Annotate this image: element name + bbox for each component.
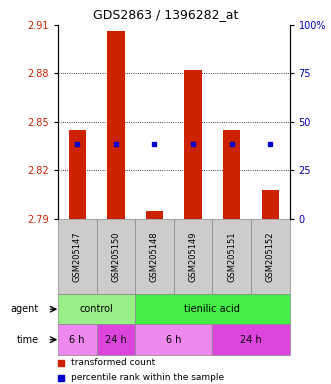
Text: GSM205151: GSM205151 (227, 231, 236, 281)
Bar (146, 210, 163, 218)
Text: agent: agent (10, 304, 39, 314)
Bar (261, 190, 279, 218)
Text: control: control (80, 304, 114, 314)
Bar (213, 218, 251, 294)
Bar (58, 218, 97, 294)
Text: 6 h: 6 h (166, 335, 181, 345)
Text: transformed count: transformed count (71, 358, 156, 367)
Text: 24 h: 24 h (105, 335, 127, 345)
Bar (184, 70, 202, 218)
Text: GSM205147: GSM205147 (73, 231, 82, 281)
Text: GSM205148: GSM205148 (150, 231, 159, 281)
Bar (58, 294, 135, 324)
Text: time: time (17, 335, 39, 345)
Bar (223, 130, 240, 218)
Text: GSM205149: GSM205149 (189, 231, 198, 281)
Bar (135, 294, 290, 324)
Text: GSM205150: GSM205150 (111, 231, 120, 281)
Text: 6 h: 6 h (70, 335, 85, 345)
Text: tienilic acid: tienilic acid (184, 304, 240, 314)
Text: percentile rank within the sample: percentile rank within the sample (71, 373, 224, 382)
Bar (69, 130, 86, 218)
Bar (107, 31, 124, 218)
Bar (58, 324, 97, 355)
Bar (251, 218, 290, 294)
Text: 24 h: 24 h (240, 335, 262, 345)
Bar (174, 218, 213, 294)
Bar (135, 218, 174, 294)
Bar (97, 218, 135, 294)
Bar (213, 324, 290, 355)
Text: GSM205152: GSM205152 (266, 231, 275, 281)
Text: GDS2863 / 1396282_at: GDS2863 / 1396282_at (93, 8, 238, 21)
Bar (135, 324, 213, 355)
Bar (97, 324, 135, 355)
